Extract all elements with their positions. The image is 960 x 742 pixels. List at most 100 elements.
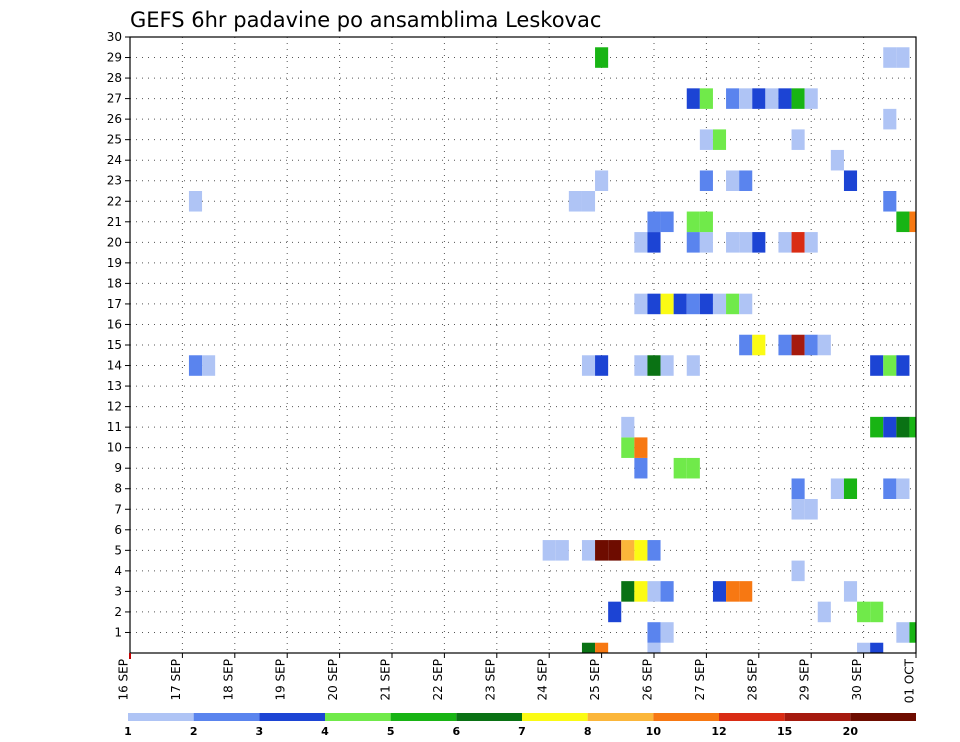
ensemble-cell	[909, 211, 916, 233]
ensemble-cell	[686, 355, 700, 376]
x-tick-label: 25 SEP	[588, 659, 602, 701]
x-tick-label: 20 SEP	[326, 659, 340, 701]
ensemble-cell	[830, 149, 844, 171]
ensemble-cell	[752, 232, 766, 253]
ensemble-cell	[843, 478, 858, 499]
ensemble-cell	[595, 355, 609, 376]
ensemble-cell	[726, 232, 740, 253]
ensemble-cell	[647, 355, 661, 376]
ensemble-cell	[686, 232, 700, 253]
ensemble-cell	[883, 355, 897, 376]
ensemble-cell	[621, 540, 635, 561]
y-tick-label: 19	[107, 256, 122, 270]
legend-label: 15	[777, 725, 792, 738]
y-tick-label: 18	[107, 276, 122, 290]
ensemble-cell	[660, 293, 674, 315]
ensemble-cell	[739, 581, 753, 602]
legend-swatch	[784, 713, 851, 721]
ensemble-cell	[647, 622, 661, 643]
ensemble-cell	[870, 642, 884, 653]
ensemble-cell	[896, 355, 910, 376]
ensemble-cell	[621, 437, 635, 458]
legend-swatch	[522, 713, 588, 721]
ensemble-cell	[634, 540, 648, 561]
ensemble-cell	[634, 581, 648, 602]
ensemble-cell	[909, 622, 916, 643]
x-tick-label: 17 SEP	[169, 659, 183, 701]
ensemble-cell	[857, 642, 871, 653]
y-tick-label: 27	[107, 92, 122, 106]
y-tick-label: 5	[114, 543, 122, 557]
ensemble-cell	[791, 232, 805, 253]
ensemble-cell	[752, 334, 766, 356]
color-legend: 1 2 3 4 5 6 7 8 10 12 15 20	[124, 713, 916, 738]
y-tick-label: 3	[114, 584, 122, 598]
ensemble-cell	[739, 88, 753, 109]
ensemble-cell	[726, 88, 740, 109]
y-tick-label: 12	[107, 400, 122, 414]
x-tick-label: 01 OCT	[903, 658, 917, 703]
ensemble-cell	[699, 293, 713, 315]
ensemble-cell	[778, 88, 792, 109]
y-tick-label: 9	[114, 461, 122, 475]
ensemble-cell	[660, 581, 674, 602]
ensemble-cell	[621, 581, 635, 602]
ensemble-cell	[804, 88, 818, 109]
ensemble-cells	[188, 47, 916, 653]
ensemble-cell	[660, 211, 674, 233]
legend-label: 8	[584, 725, 592, 738]
ensemble-cell	[581, 355, 596, 376]
legend-label: 5	[387, 725, 395, 738]
y-tick-label: 21	[107, 215, 122, 229]
x-tick-label: 24 SEP	[536, 659, 550, 701]
legend-swatch	[850, 713, 916, 721]
ensemble-cell	[621, 416, 635, 438]
legend-swatch	[390, 713, 457, 721]
ensemble-cell	[699, 129, 713, 150]
ensemble-cell	[595, 170, 609, 191]
legend-label: 7	[518, 725, 526, 738]
ensemble-cell	[791, 499, 805, 520]
ensemble-cell	[804, 499, 818, 520]
ensemble-cell	[712, 581, 727, 602]
ensemble-cell	[739, 170, 753, 191]
x-tick-label: 16 SEP	[117, 659, 131, 701]
ensemble-cell	[686, 457, 700, 479]
ensemble-cell	[673, 457, 687, 479]
legend-swatch	[325, 713, 391, 721]
ensemble-cell	[660, 355, 674, 376]
y-tick-label: 23	[107, 174, 122, 188]
y-tick-label: 11	[107, 420, 122, 434]
y-tick-label: 10	[107, 441, 122, 455]
ensemble-cell	[634, 355, 648, 376]
legend-label: 6	[453, 725, 461, 738]
chart-title: GEFS 6hr padavine po ansamblima Leskovac	[130, 8, 601, 32]
ensemble-cell	[870, 601, 884, 623]
ensemble-cell	[699, 88, 713, 109]
ensemble-cell	[712, 129, 727, 150]
legend-label: 4	[321, 725, 329, 738]
ensemble-cell	[188, 191, 203, 212]
ensemble-cell	[595, 642, 609, 653]
ensemble-cell	[726, 581, 740, 602]
ensemble-cell	[883, 478, 897, 499]
ensemble-cell	[634, 293, 648, 315]
ensemble-cell	[791, 560, 805, 582]
x-tick-label: 30 SEP	[850, 659, 864, 701]
x-tick-label: 18 SEP	[221, 659, 235, 701]
ensemble-cell	[726, 170, 740, 191]
ensemble-cell	[568, 191, 582, 212]
legend-label: 3	[256, 725, 264, 738]
ensemble-cell	[791, 88, 805, 109]
ensemble-cell	[883, 47, 897, 68]
ensemble-cell	[634, 232, 648, 253]
grid-lines	[130, 37, 917, 653]
legend-swatch	[456, 713, 522, 721]
y-tick-label: 8	[114, 482, 122, 496]
ensemble-cell	[542, 540, 556, 561]
legend-label: 10	[646, 725, 662, 738]
y-tick-label: 16	[107, 317, 122, 331]
ensemble-cell	[634, 457, 648, 479]
ensemble-cell	[673, 293, 687, 315]
ensemble-cell	[699, 211, 713, 233]
